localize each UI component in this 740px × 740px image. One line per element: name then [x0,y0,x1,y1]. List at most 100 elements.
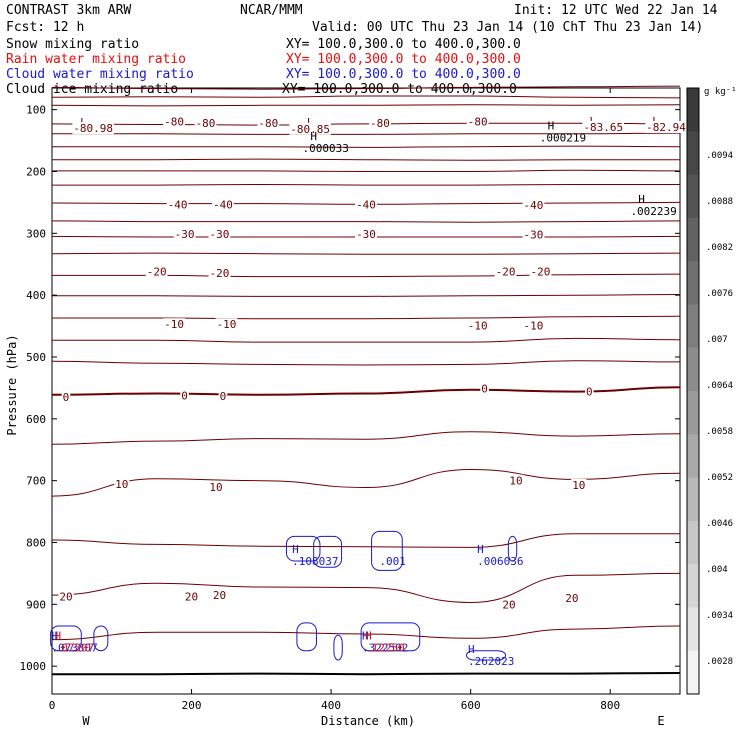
colorbar-swatch [687,131,699,176]
contour-line-14 [52,294,681,297]
cloud-water-value: .262023 [468,655,514,668]
contour-label: -30 [356,228,376,241]
contour-label-bg [180,389,189,402]
contour-line-18 [51,386,681,396]
legend-rain-label: Rain water mixing ratio [6,52,186,67]
contour-line-16 [51,337,681,343]
contour-label-bg [305,116,315,129]
colorbar-swatch [687,477,699,522]
colorbar-label: .0082 [706,243,733,253]
colorbar-label: .0046 [706,519,733,529]
legend-cloudice-xy: XY= 100.0,300.0 to 400.0,300.0 [282,82,517,97]
contour-label: 10 [209,481,222,494]
contour-label: -30 [210,228,230,241]
contour-label-bg [79,116,88,129]
contour-label: 20 [565,592,578,605]
cloud-water-contour [313,535,343,568]
contour-label-bg [145,265,168,278]
y-tick-label: 100 [26,104,46,117]
contour-label: 10 [509,475,522,488]
colorbar-swatch [687,434,699,479]
contour-label: 20 [59,590,72,603]
colorbar-unit: g kg⁻¹ [704,87,737,97]
legend-cloudwater-label: Cloud water mixing ratio [6,67,194,82]
contour-label-bg [522,228,545,241]
cloud-water-value: .108037 [292,555,338,568]
x-tick-label: 800 [600,699,620,712]
contour-line-19 [51,431,681,445]
contour-label-bg [61,391,71,404]
contour-label: 20 [185,590,198,603]
y-tick-label: 200 [26,165,46,178]
contour-label-bg [571,478,587,491]
x-axis-title: Distance (km) [321,714,415,728]
x-axis-ticks: 0 200 400 600 800 [49,88,620,712]
contour-label-bg [163,318,186,331]
contour-line-2 [51,104,681,107]
colorbar-swatch [687,391,699,435]
contour-label: 0 [481,383,488,396]
cloud-water-value: .006036 [477,555,523,568]
contour-label-bg [651,114,660,127]
colorbar-label: .0028 [706,657,733,667]
contour-line-6 [52,158,680,161]
rain-water-max-marker: H [365,629,372,642]
legend-cloudice-label: Cloud ice mixing ratio [6,82,178,97]
colorbar-swatch [687,607,699,652]
contour-label: -80.85 [290,123,330,136]
contour-line-12 [51,252,681,255]
contour-label-bg [645,120,687,133]
y-tick-label: 600 [26,413,46,426]
x-tick-label: 600 [461,699,481,712]
valid-time: Valid: 00 UTC Thu 23 Jan 14 (10 ChT Thu … [312,20,703,35]
colorbar-frame [686,87,700,695]
cloud-water-max-marker: H [51,629,58,642]
extremum-value: .000033 [302,142,348,155]
plot-frame [51,87,681,695]
contour-label-bg [508,474,524,487]
rain-water-max-marker: H [55,629,62,642]
contour-label: -40 [168,198,188,211]
legend-rain-xy: XY= 100.0,300.0 to 400.0,300.0 [286,52,521,67]
colorbar-swatch [687,88,699,132]
colorbar-swatch [687,347,699,392]
cloud-water-contour [333,634,343,661]
contour-label: -80 [258,117,278,130]
contour-label-bg [183,590,200,603]
colorbar-swatch [687,261,699,305]
contour-label: -10 [468,319,488,332]
contour-label-bg [582,120,625,133]
forecast-hour: Fcst: 12 h [6,20,84,35]
cloud-water-contour [50,625,82,652]
contour-label: 10 [572,479,585,492]
contour-line-4 [52,132,681,135]
colorbar-swatch [687,520,699,565]
contour-label: 0 [181,389,188,402]
contour-label: -10 [524,319,544,332]
contour-line-0 [51,85,681,90]
extremum-marker: H [310,130,317,143]
contour-label-bg [494,265,517,278]
contour-label: -20 [147,266,167,279]
colorbar-swatch [687,564,699,608]
contour-label-bg [529,265,552,278]
extremum-value: .000219 [540,131,586,144]
cloud-water-max-marker: H [292,543,299,556]
y-tick-label: 700 [26,475,46,488]
contour-line-7 [52,169,681,172]
cloud-water-contour [360,622,421,652]
contour-label: L [307,116,314,129]
contour-label-bg [215,318,238,331]
legend-cloudwater-xy: XY= 100.0,300.0 to 400.0,300.0 [286,67,521,82]
contour-label: -20 [531,266,551,279]
colorbar-swatch [687,304,699,349]
colorbar-label: .0058 [706,427,733,437]
contour-line-15 [52,315,681,320]
contour-label: -82.94 [646,121,686,134]
cloud-water-contour [296,622,317,652]
contour-label-bg [522,198,545,211]
contour-label-bg [58,590,74,603]
